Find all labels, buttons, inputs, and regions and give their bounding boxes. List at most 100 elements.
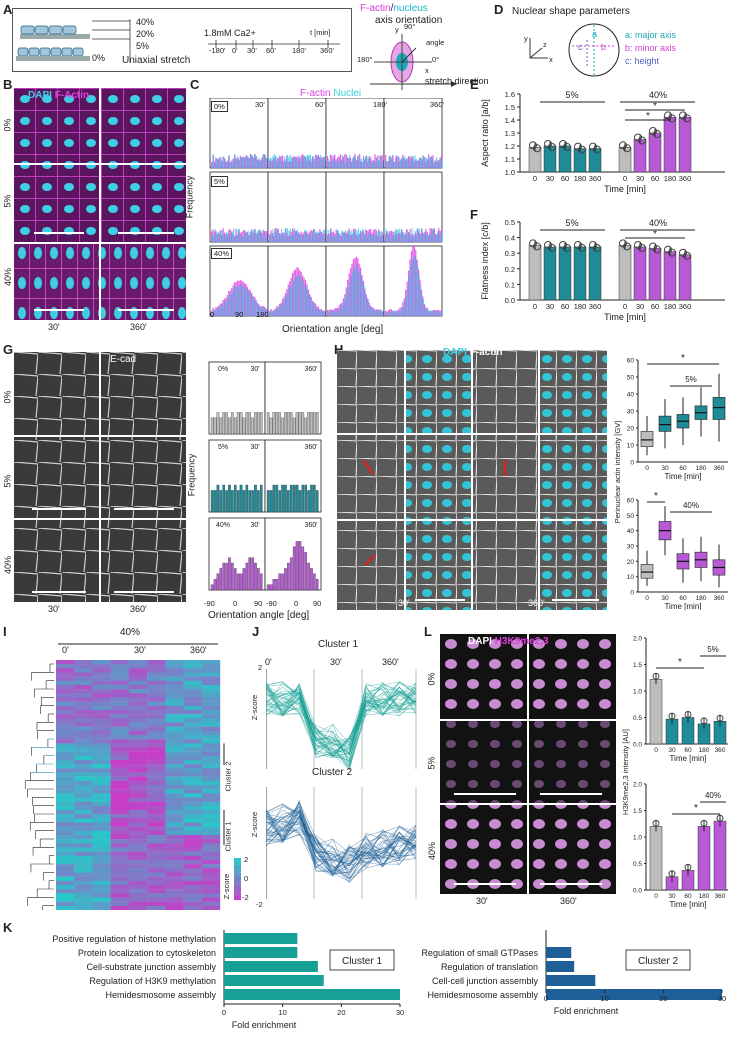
x-tick-label: 30 bbox=[546, 174, 554, 183]
factin-bar bbox=[235, 158, 237, 168]
factin-bar bbox=[426, 307, 428, 316]
heatmap-cell bbox=[110, 864, 130, 869]
nuclei-bar bbox=[321, 236, 323, 242]
zscore-line bbox=[266, 809, 417, 877]
x-tick-label: 60 bbox=[651, 174, 659, 183]
nuclei-bar bbox=[367, 231, 370, 242]
y-label: Perinuclear actin intensity [GV] bbox=[613, 421, 622, 524]
nuclei-bar bbox=[306, 154, 309, 168]
heatmap-cell bbox=[74, 680, 93, 686]
heatmap-cell bbox=[165, 880, 184, 886]
y-tick-label: 20 bbox=[627, 426, 635, 433]
nuclei-bar bbox=[250, 293, 252, 316]
nuclei-bar bbox=[230, 233, 232, 242]
x-tick-label: 30 bbox=[718, 994, 726, 1003]
x-tick-label: 20 bbox=[337, 1008, 345, 1017]
nuclei-bar bbox=[254, 154, 256, 168]
x-tick-label: 360 bbox=[679, 174, 692, 183]
heatmap-cell bbox=[92, 880, 111, 886]
factin-bar bbox=[213, 161, 216, 168]
x-tick-label: 360 bbox=[679, 302, 692, 311]
heatmap-cell bbox=[56, 739, 75, 744]
factin-bar bbox=[265, 230, 267, 242]
nuclei-bar bbox=[343, 299, 345, 316]
nuclei-bar bbox=[282, 162, 284, 168]
factin-bar bbox=[211, 162, 213, 168]
j-cluster1-title: Cluster 1 bbox=[318, 639, 359, 650]
heatmap-cell bbox=[92, 710, 111, 715]
nuclei-bar bbox=[316, 155, 319, 168]
nuclei-bar bbox=[399, 232, 402, 242]
nuclei-bar bbox=[278, 233, 280, 242]
heatmap-cell bbox=[183, 843, 202, 848]
nuclei-bar bbox=[388, 232, 390, 242]
nuclei-bar bbox=[430, 156, 432, 168]
heatmap-cell bbox=[183, 855, 202, 861]
nuclei-bar bbox=[228, 155, 231, 168]
heatmap-cell bbox=[92, 668, 111, 673]
nuclei-bar bbox=[382, 234, 384, 242]
heatmap-cell bbox=[183, 780, 202, 786]
heatmap-cell bbox=[147, 768, 166, 773]
heatmap-cell bbox=[147, 830, 166, 836]
heatmap-cell bbox=[183, 668, 202, 673]
factin-bar bbox=[211, 310, 213, 316]
colorbar-segment bbox=[234, 889, 241, 892]
factin-bar bbox=[422, 296, 424, 316]
l-col-30: 30' bbox=[476, 896, 488, 906]
heatmap-cell bbox=[56, 722, 75, 727]
heatmap-cell bbox=[165, 676, 184, 682]
heatmap-cell bbox=[147, 735, 166, 740]
y-tick-label: 40 bbox=[627, 528, 635, 535]
heatmap-cell bbox=[165, 785, 184, 790]
heatmap-cell bbox=[128, 664, 148, 669]
hist-bar bbox=[307, 412, 310, 435]
factin-bar bbox=[389, 156, 391, 168]
factin-bar bbox=[256, 159, 259, 168]
hist-bar bbox=[213, 579, 217, 591]
nuclei-bar bbox=[366, 156, 368, 168]
heatmap-cell bbox=[128, 847, 148, 852]
heatmap-cell bbox=[128, 751, 148, 757]
heatmap-cell bbox=[110, 835, 130, 840]
nuclei-bar bbox=[302, 280, 304, 316]
nuclei-bar bbox=[230, 294, 232, 316]
heatmap-cell bbox=[128, 885, 148, 890]
heatmap-cell bbox=[183, 685, 202, 690]
c-xtick-0: 0 bbox=[210, 310, 215, 319]
enrichment-bar bbox=[224, 961, 318, 972]
data-point bbox=[653, 130, 661, 138]
nuclei-bar bbox=[288, 156, 290, 168]
factin-bar bbox=[281, 155, 284, 168]
factin-bar bbox=[355, 256, 357, 316]
factin-bar bbox=[378, 230, 380, 242]
factin-bar bbox=[270, 161, 272, 168]
calcium-label: 1.8mM Ca2+ bbox=[204, 28, 256, 38]
y-tick-label: 10 bbox=[627, 443, 635, 450]
factin-bar bbox=[430, 228, 433, 242]
nuclei-bar bbox=[402, 306, 405, 316]
heatmap-cell bbox=[201, 830, 221, 836]
nuclei-bar bbox=[272, 311, 274, 316]
nuclei-bar bbox=[366, 236, 368, 242]
nuclei-bar bbox=[432, 228, 435, 242]
nuclei-bar bbox=[331, 310, 334, 316]
nuclei-bar bbox=[275, 155, 277, 168]
factin-bar bbox=[375, 157, 378, 168]
y-tick-label: 0 bbox=[630, 460, 634, 467]
x-tick-label: 30 bbox=[636, 302, 644, 311]
factin-bar bbox=[407, 156, 410, 168]
heatmap-cell bbox=[165, 689, 184, 694]
nuclei-bar bbox=[398, 157, 400, 168]
factin-bar bbox=[436, 233, 438, 242]
nuclei-bar bbox=[241, 157, 243, 168]
factin-bar bbox=[221, 303, 223, 316]
y-tick-label: 1.0 bbox=[633, 835, 642, 842]
nuclei-bar bbox=[294, 157, 296, 168]
nuclei-bar bbox=[331, 161, 334, 168]
factin-bar bbox=[291, 272, 294, 316]
heatmap-cell bbox=[74, 668, 93, 673]
y-label: H3K9me2,3 intensity [AU] bbox=[621, 729, 630, 815]
nuclei-bar bbox=[366, 298, 368, 316]
x-tick-label: 0 bbox=[654, 747, 658, 754]
